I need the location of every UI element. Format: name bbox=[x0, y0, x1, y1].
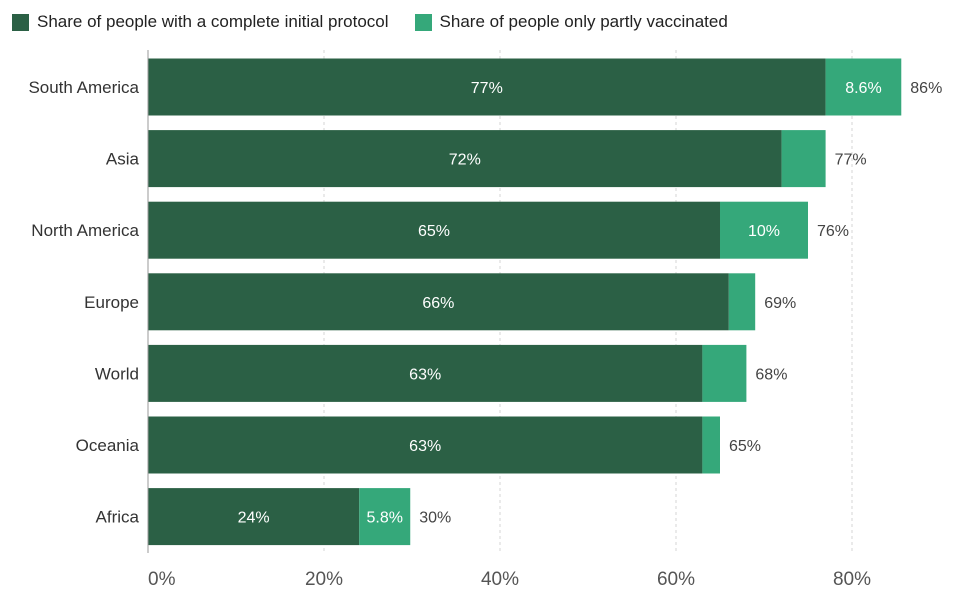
bar-partial bbox=[359, 488, 411, 546]
data-label: 24% bbox=[238, 510, 270, 527]
total-label: 30% bbox=[419, 510, 451, 527]
bar-complete bbox=[148, 201, 720, 259]
data-label: 63% bbox=[409, 366, 441, 383]
data-label: 8.6% bbox=[845, 80, 881, 97]
x-tick-label: 40% bbox=[481, 569, 519, 590]
total-label: 69% bbox=[764, 295, 796, 312]
x-tick-label: 20% bbox=[305, 569, 343, 590]
legend-swatch-partial bbox=[414, 13, 432, 31]
legend: Share of people with a complete initial … bbox=[12, 10, 754, 34]
data-label: 63% bbox=[409, 438, 441, 455]
bar-partial bbox=[702, 344, 747, 402]
data-label: 65% bbox=[418, 223, 450, 240]
total-label: 77% bbox=[835, 152, 867, 169]
category-label: World bbox=[95, 364, 139, 383]
bar-partial bbox=[781, 130, 826, 188]
bar-partial bbox=[728, 273, 756, 331]
bar-complete bbox=[148, 344, 703, 402]
bar-complete bbox=[148, 58, 826, 116]
x-tick-label: 0% bbox=[148, 569, 176, 590]
data-label: 5.8% bbox=[366, 510, 402, 527]
bar-complete bbox=[148, 273, 729, 331]
data-label: 72% bbox=[449, 152, 481, 169]
bar-complete bbox=[148, 488, 360, 546]
bar-partial bbox=[720, 201, 808, 259]
legend-item-complete: Share of people with a complete initial … bbox=[12, 12, 389, 32]
category-label: Europe bbox=[84, 293, 139, 312]
bar-complete bbox=[148, 416, 703, 474]
total-label: 86% bbox=[910, 80, 942, 97]
bar-partial bbox=[702, 416, 720, 474]
category-label: Africa bbox=[96, 508, 140, 527]
bar-complete bbox=[148, 130, 782, 188]
category-label: Oceania bbox=[76, 436, 140, 455]
category-label: Asia bbox=[106, 150, 140, 169]
legend-label-complete: Share of people with a complete initial … bbox=[37, 12, 389, 31]
total-label: 68% bbox=[755, 366, 787, 383]
data-label: 77% bbox=[471, 80, 503, 97]
total-label: 76% bbox=[817, 223, 849, 240]
x-tick-label: 60% bbox=[657, 569, 695, 590]
bar-partial bbox=[825, 58, 902, 116]
legend-label-partial: Share of people only partly vaccinated bbox=[439, 12, 728, 31]
category-label: South America bbox=[28, 78, 139, 97]
legend-swatch-complete bbox=[12, 13, 29, 31]
data-label: 66% bbox=[422, 295, 454, 312]
legend-item-partial: Share of people only partly vaccinated bbox=[414, 12, 728, 32]
total-label: 65% bbox=[729, 438, 761, 455]
x-tick-label: 80% bbox=[833, 569, 871, 590]
category-label: North America bbox=[31, 221, 139, 240]
data-label: 10% bbox=[748, 223, 780, 240]
